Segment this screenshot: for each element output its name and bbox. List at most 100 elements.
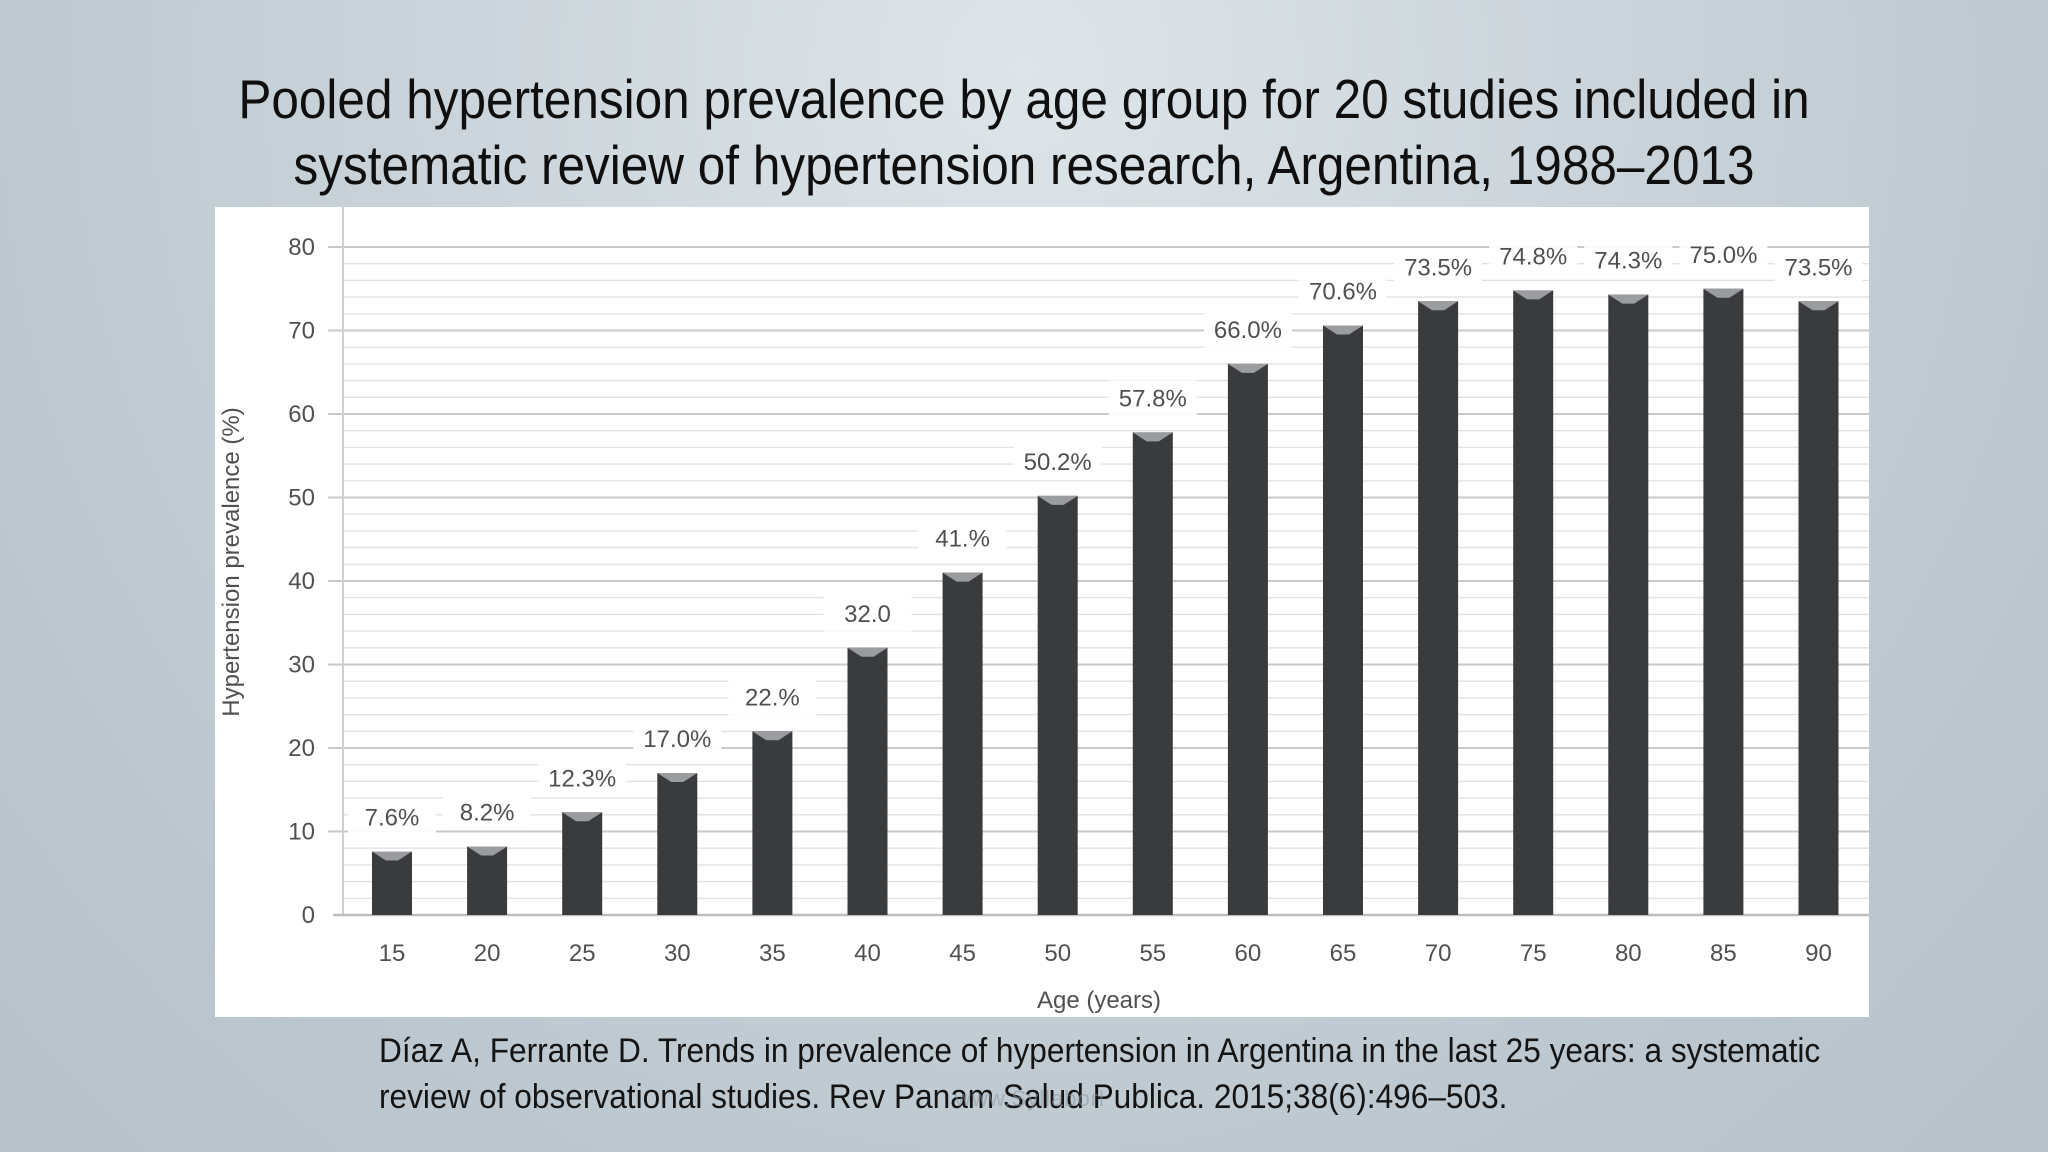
- x-tick-label: 85: [1710, 940, 1737, 967]
- bar-body: [752, 731, 793, 915]
- data-label-text: 12.3%: [548, 765, 616, 792]
- data-label-text: 57.8%: [1119, 385, 1187, 412]
- data-label: 73.5%: [1774, 249, 1863, 286]
- bar: [372, 851, 412, 915]
- bar-highlight: [1703, 288, 1744, 298]
- data-label: 50.2%: [1013, 443, 1102, 480]
- y-tick-label: 30: [288, 652, 315, 679]
- bar-body: [1608, 294, 1649, 916]
- bar: [1418, 301, 1459, 915]
- bar: [1798, 301, 1839, 915]
- y-tick-label: 10: [288, 819, 315, 846]
- data-label-text: 73.5%: [1784, 254, 1852, 281]
- data-label-text: 75.0%: [1689, 242, 1757, 269]
- data-label: 17.0%: [633, 721, 722, 758]
- x-tick-label: 15: [379, 940, 406, 967]
- bar-highlight: [467, 846, 508, 856]
- data-label: 22.%: [728, 679, 817, 716]
- bar-body: [1132, 432, 1173, 915]
- x-tick-label: 30: [664, 940, 691, 967]
- x-tick-label: 70: [1425, 940, 1452, 967]
- data-label-background: [918, 520, 1007, 557]
- bar: [752, 731, 793, 915]
- data-label-text: 74.3%: [1594, 248, 1662, 275]
- y-axis-title: Hypertension prevalence (%): [218, 407, 245, 716]
- bar-highlight: [1227, 363, 1268, 373]
- x-tick-label: 55: [1139, 940, 1166, 967]
- x-tick-label: 35: [759, 940, 786, 967]
- citation-line-2: review of observational studies. Rev Pan…: [379, 1078, 1508, 1116]
- y-tick-label: 50: [288, 485, 315, 512]
- y-tick-label: 20: [288, 735, 315, 762]
- data-label: 66.0%: [1203, 311, 1292, 348]
- data-label: 41.%: [918, 520, 1007, 557]
- data-label-text: 50.2%: [1024, 449, 1092, 476]
- data-label: 74.8%: [1489, 238, 1578, 275]
- data-label-background: [633, 721, 722, 758]
- bars: [372, 288, 1839, 916]
- data-label: 7.6%: [348, 799, 436, 836]
- bar-body: [372, 851, 412, 915]
- data-label: 32.0: [823, 595, 912, 632]
- bar: [847, 647, 888, 915]
- slide-title: Pooled hypertension prevalence by age gr…: [102, 66, 1945, 198]
- data-label: 73.5%: [1394, 249, 1483, 286]
- data-label-background: [823, 595, 912, 632]
- chart-panel: 0 10 20 30 40 50 60 70 80 7.6% 8.2% 12.3% 17.0% 22.%…: [215, 207, 1869, 1017]
- bar: [1703, 288, 1744, 915]
- bar-body: [657, 773, 698, 915]
- bar-highlight: [942, 572, 983, 582]
- data-label-text: 41.%: [935, 526, 990, 553]
- data-label-text: 17.0%: [643, 726, 711, 753]
- y-tick-label: 0: [302, 902, 315, 929]
- bar-highlight: [1323, 325, 1363, 335]
- watermark: www.Syllaborl: [955, 1086, 1105, 1111]
- bar-highlight: [1608, 294, 1649, 304]
- x-tick-label: 65: [1330, 940, 1357, 967]
- bar: [1323, 325, 1363, 915]
- data-label: 12.3%: [538, 760, 627, 797]
- data-label: 74.3%: [1584, 242, 1673, 279]
- bar-highlight: [372, 851, 412, 861]
- bar: [562, 812, 603, 915]
- data-label-text: 73.5%: [1404, 254, 1472, 281]
- bar: [657, 773, 698, 915]
- data-label-background: [348, 799, 436, 836]
- bar: [1227, 363, 1268, 915]
- citation: Díaz A, Ferrante D. Trends in prevalence…: [379, 1028, 1820, 1120]
- bar-highlight: [1037, 495, 1078, 505]
- data-label: 75.0%: [1679, 236, 1768, 273]
- bar: [1608, 294, 1649, 916]
- bar: [1132, 432, 1173, 915]
- x-tick-label: 50: [1044, 940, 1071, 967]
- x-tick-label: 75: [1520, 940, 1547, 967]
- bar-highlight: [1132, 432, 1173, 442]
- data-label-background: [1584, 242, 1673, 279]
- data-label-background: [1013, 443, 1102, 480]
- x-tick-label: 40: [854, 940, 881, 967]
- data-label-background: [538, 760, 627, 797]
- data-label-background: [1679, 236, 1768, 273]
- y-tick-label: 70: [288, 318, 315, 345]
- data-label-text: 7.6%: [365, 805, 420, 832]
- bar: [1037, 495, 1078, 915]
- y-tick-label: 40: [288, 568, 315, 595]
- bar: [942, 572, 983, 915]
- bar-body: [467, 846, 508, 915]
- bar-body: [1037, 495, 1078, 915]
- data-label-background: [1108, 380, 1197, 417]
- bar-body: [1418, 301, 1459, 915]
- data-label-background: [1203, 311, 1292, 348]
- x-tick-label: 80: [1615, 940, 1642, 967]
- bar: [1513, 290, 1554, 915]
- bar: [467, 846, 508, 915]
- data-label-background: [1394, 249, 1483, 286]
- x-tick-labels: 15 20 25 30 35 40 45 50 55 60 65 70 75 80 85 90: [379, 940, 1832, 967]
- title-line-2: systematic review of hypertension resear…: [293, 134, 1755, 196]
- x-tick-label: 90: [1805, 940, 1832, 967]
- data-label: 8.2%: [443, 794, 532, 831]
- bar-highlight: [1798, 301, 1839, 311]
- bar-body: [562, 812, 603, 915]
- x-axis-title: Age (years): [1037, 987, 1161, 1014]
- data-label-background: [443, 794, 532, 831]
